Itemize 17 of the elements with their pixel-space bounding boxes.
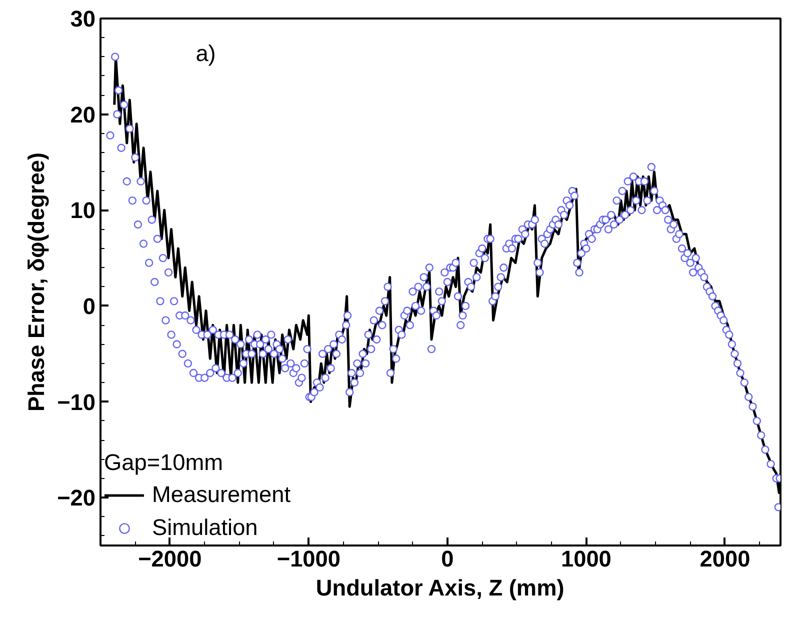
y-tick-label: −10 [57, 388, 96, 415]
legend-title: Gap=10mm [104, 449, 224, 476]
x-tick-label: −1000 [276, 546, 340, 572]
legend-label: Measurement [152, 481, 291, 508]
legend-label: Simulation [152, 514, 258, 541]
x-tick-label: 0 [441, 546, 454, 572]
y-tick-label: 10 [70, 197, 96, 224]
x-axis-title: Undulator Axis, Z (mm) [316, 574, 564, 600]
y-axis-title: Phase Error, δφ(degree) [23, 152, 50, 412]
x-tick-label: 2000 [700, 546, 750, 572]
y-tick-label: 20 [70, 101, 96, 128]
x-tick-label: −2000 [138, 546, 202, 572]
y-tick-label: −20 [57, 484, 96, 511]
y-tick-label: 30 [70, 6, 96, 32]
y-tick-label: 0 [82, 292, 96, 319]
annotation: a) [196, 40, 216, 66]
x-tick-label: 1000 [561, 546, 612, 572]
